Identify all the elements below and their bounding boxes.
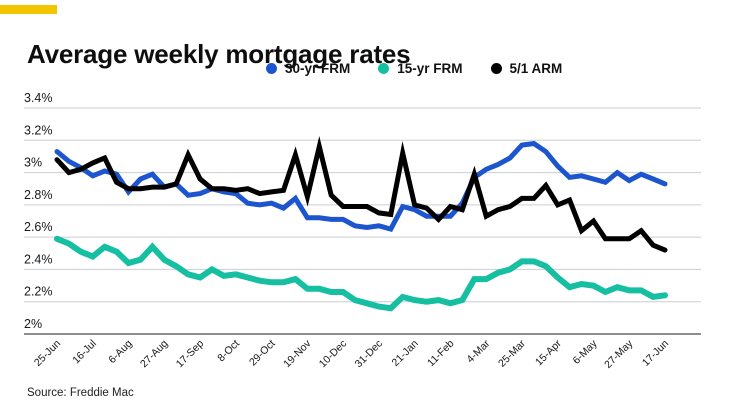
legend-item-30yr-frm: 30-yr FRM bbox=[266, 61, 350, 76]
series-5-1-arm bbox=[54, 136, 668, 253]
y-axis-label: 2.8% bbox=[24, 188, 53, 202]
x-axis-label: 25-Mar bbox=[496, 337, 528, 369]
y-axis-label: 2.6% bbox=[24, 220, 53, 234]
x-axis-label: 29-Oct bbox=[247, 338, 278, 369]
x-axis-label: 19-Nov bbox=[281, 337, 314, 370]
legend-dot-30yr-frm bbox=[266, 63, 277, 74]
y-axis-label: 3% bbox=[24, 156, 42, 170]
x-axis-label: 25-Jun bbox=[32, 338, 63, 369]
x-axis-label: 8-Oct bbox=[215, 338, 242, 365]
legend-label-30yr-frm: 30-yr FRM bbox=[285, 61, 351, 76]
x-axis-label: 6-May bbox=[570, 337, 600, 367]
series-30-yr-frm bbox=[54, 140, 668, 233]
y-axis-label: 3.4% bbox=[24, 91, 53, 105]
series-15-yr-frm bbox=[54, 235, 668, 312]
y-axis-label: 2.2% bbox=[24, 285, 53, 299]
x-axis-label: 27-May bbox=[602, 337, 636, 371]
y-axis-label: 3.2% bbox=[24, 123, 53, 137]
chart-title: Average weekly mortgage rates bbox=[27, 39, 411, 70]
x-axis-label: 16-Jul bbox=[70, 338, 99, 367]
legend-item-15yr-frm: 15-yr FRM bbox=[378, 61, 463, 76]
x-axis-label: 6-Aug bbox=[106, 338, 134, 366]
x-axis-label: 27-Aug bbox=[138, 338, 171, 371]
x-axis-label: 4-Mar bbox=[464, 337, 492, 365]
legend-dot-5-1-arm bbox=[490, 63, 502, 74]
legend-dot-15yr-frm bbox=[378, 63, 390, 74]
x-axis-label: 17-Sep bbox=[174, 338, 207, 371]
legend-item-5-1-arm: 5/1 ARM bbox=[490, 61, 563, 76]
x-axis-label: 10-Dec bbox=[317, 338, 349, 370]
chart-legend: 30-yr FRM 15-yr FRM 5/1 ARM bbox=[266, 61, 562, 76]
x-axis-label: 21-Jan bbox=[390, 338, 421, 369]
legend-label-15yr-frm: 15-yr FRM bbox=[397, 61, 463, 76]
brand-accent-bar bbox=[0, 5, 57, 14]
y-axis-label: 2.4% bbox=[24, 252, 53, 266]
source-note: Source: Freddie Mac bbox=[27, 387, 134, 399]
legend-label-5-1-arm: 5/1 ARM bbox=[509, 61, 563, 76]
y-axis-label: 2% bbox=[24, 317, 42, 331]
x-axis-label: 15-Apr bbox=[533, 337, 564, 368]
x-axis-label: 11-Feb bbox=[425, 338, 457, 370]
x-axis-label: 31-Dec bbox=[353, 338, 385, 370]
x-axis-label: 17-Jun bbox=[640, 338, 671, 369]
